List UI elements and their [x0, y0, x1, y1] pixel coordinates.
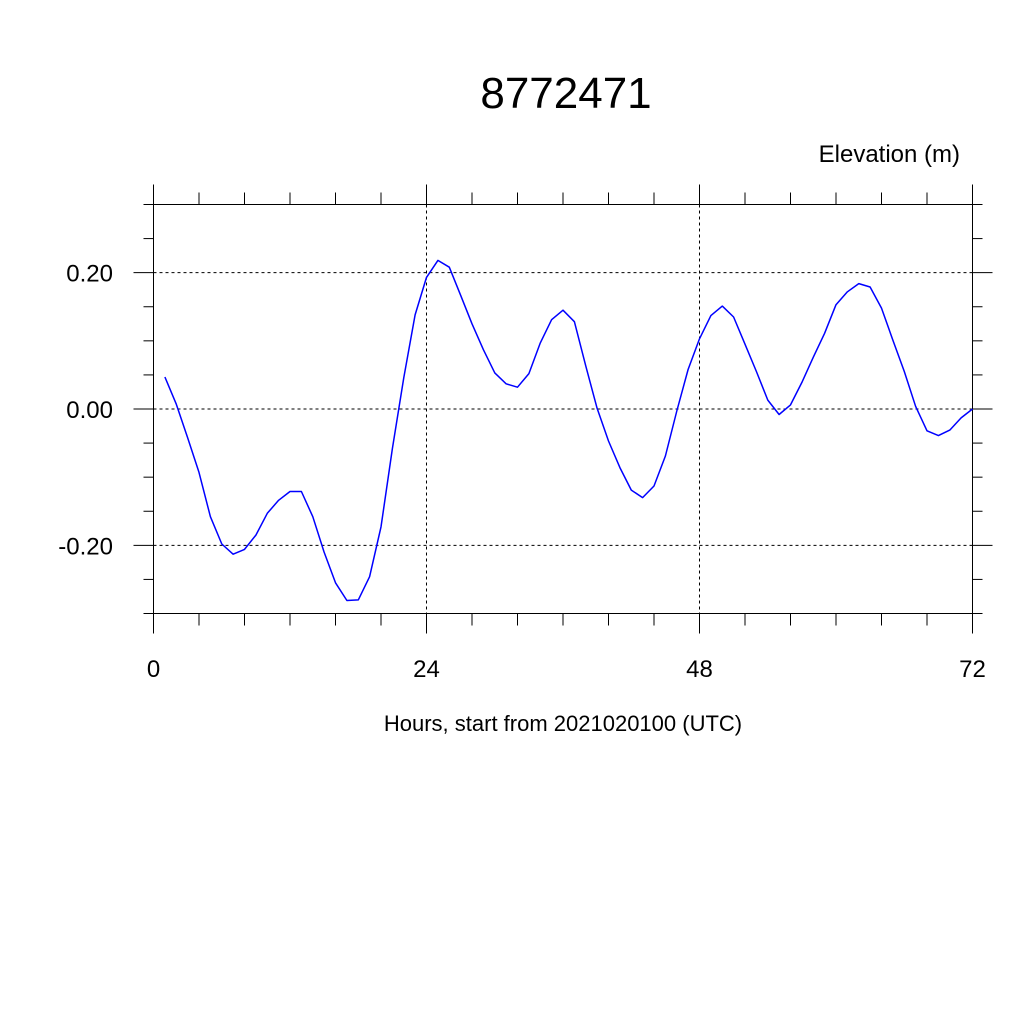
chart-title: 8772471: [480, 69, 651, 118]
x-tick-label: 0: [147, 656, 160, 683]
x-axis-label: Hours, start from 2021020100 (UTC): [384, 711, 742, 736]
y-axis-label: Elevation (m): [819, 141, 960, 168]
y-tick-label: -0.20: [58, 533, 113, 560]
y-tick-label: 0.00: [66, 397, 113, 424]
grid-lines: [153, 204, 973, 614]
x-tick-label: 24: [413, 656, 440, 683]
axis-ticks: [133, 184, 993, 634]
x-tick-label: 48: [686, 656, 713, 683]
series-line: [164, 259, 973, 602]
x-tick-label: 72: [959, 656, 986, 683]
tick-labels: 0 24 48 72 -0.20 0.00 0.20: [58, 261, 986, 683]
y-tick-label: 0.20: [66, 261, 113, 288]
series-layer: [164, 259, 973, 602]
